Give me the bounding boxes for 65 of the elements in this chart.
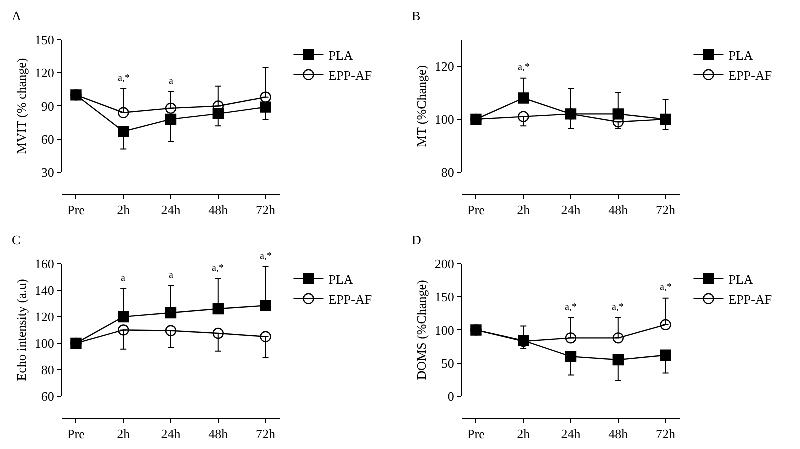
y-axis-title: MT (%Change) (414, 65, 429, 148)
annotation: a,* (118, 73, 130, 84)
y-tick-label: 60 (41, 388, 54, 404)
annotation: a,* (518, 62, 530, 73)
x-tick-label: Pre (468, 202, 486, 218)
chart-title: B (412, 8, 421, 24)
y-axis-title: MVIT (% change) (14, 58, 29, 154)
legend-label: PLA (728, 48, 754, 64)
y-tick-label: 100 (434, 112, 454, 128)
y-tick-label: 120 (34, 310, 54, 325)
x-tick-label: 2h (117, 202, 131, 218)
legend-label: EPP-AF (728, 68, 772, 83)
y-tick-label: 100 (434, 322, 454, 338)
y-tick-label: 90 (41, 98, 54, 114)
x-tick-label: 2h (517, 202, 531, 218)
y-axis-title: Echo intensity (a.u) (14, 279, 29, 382)
y-axis-title: DOMS (%Change) (414, 280, 429, 380)
y-tick-label: 160 (34, 256, 54, 272)
y-tick-label: 120 (434, 59, 454, 74)
y-tick-label: 150 (34, 32, 54, 48)
x-tick-label: 48h (208, 426, 229, 442)
legend-label: PLA (328, 272, 354, 288)
chart-title: C (12, 232, 21, 248)
annotation: a (169, 76, 174, 87)
legend-label: PLA (728, 272, 754, 288)
annotation: a,* (565, 302, 577, 313)
y-tick-label: 0 (448, 388, 454, 404)
y-tick-label: 60 (41, 132, 54, 147)
legend-label: EPP-AF (328, 292, 372, 307)
annotation: a,* (260, 251, 272, 262)
y-tick-label: 200 (434, 256, 454, 272)
y-tick-label: 50 (441, 356, 454, 371)
y-tick-label: 100 (34, 336, 54, 352)
annotation: a (121, 273, 126, 284)
x-tick-label: Pre (68, 202, 86, 218)
x-tick-label: 24h (561, 426, 582, 442)
y-tick-label: 140 (34, 283, 54, 298)
annotation: a (169, 270, 174, 281)
x-tick-label: Pre (468, 426, 486, 442)
y-tick-label: 150 (434, 290, 454, 305)
x-tick-label: 2h (517, 426, 531, 442)
x-tick-label: 72h (256, 426, 276, 442)
x-tick-label: 48h (608, 202, 629, 218)
x-tick-label: 72h (256, 202, 276, 218)
y-tick-label: 80 (441, 164, 454, 180)
legend-label: EPP-AF (728, 292, 772, 307)
x-tick-label: Pre (68, 426, 86, 442)
x-tick-label: 2h (117, 426, 131, 442)
x-tick-label: 24h (561, 202, 582, 218)
legend-label: PLA (328, 48, 354, 64)
x-tick-label: 72h (656, 426, 676, 442)
y-tick-label: 30 (41, 164, 54, 180)
annotation: a,* (612, 302, 624, 313)
x-tick-label: 48h (608, 426, 629, 442)
legend-label: EPP-AF (328, 68, 372, 83)
x-tick-label: 48h (208, 202, 229, 218)
y-tick-label: 80 (41, 362, 54, 378)
x-tick-label: 24h (161, 426, 182, 442)
y-tick-label: 120 (34, 66, 54, 81)
x-tick-label: 72h (656, 202, 676, 218)
annotation: a,* (212, 263, 224, 274)
x-tick-label: 24h (161, 202, 182, 218)
annotation: a,* (660, 282, 672, 293)
chart-title: A (12, 8, 22, 24)
chart-title: D (412, 232, 422, 248)
